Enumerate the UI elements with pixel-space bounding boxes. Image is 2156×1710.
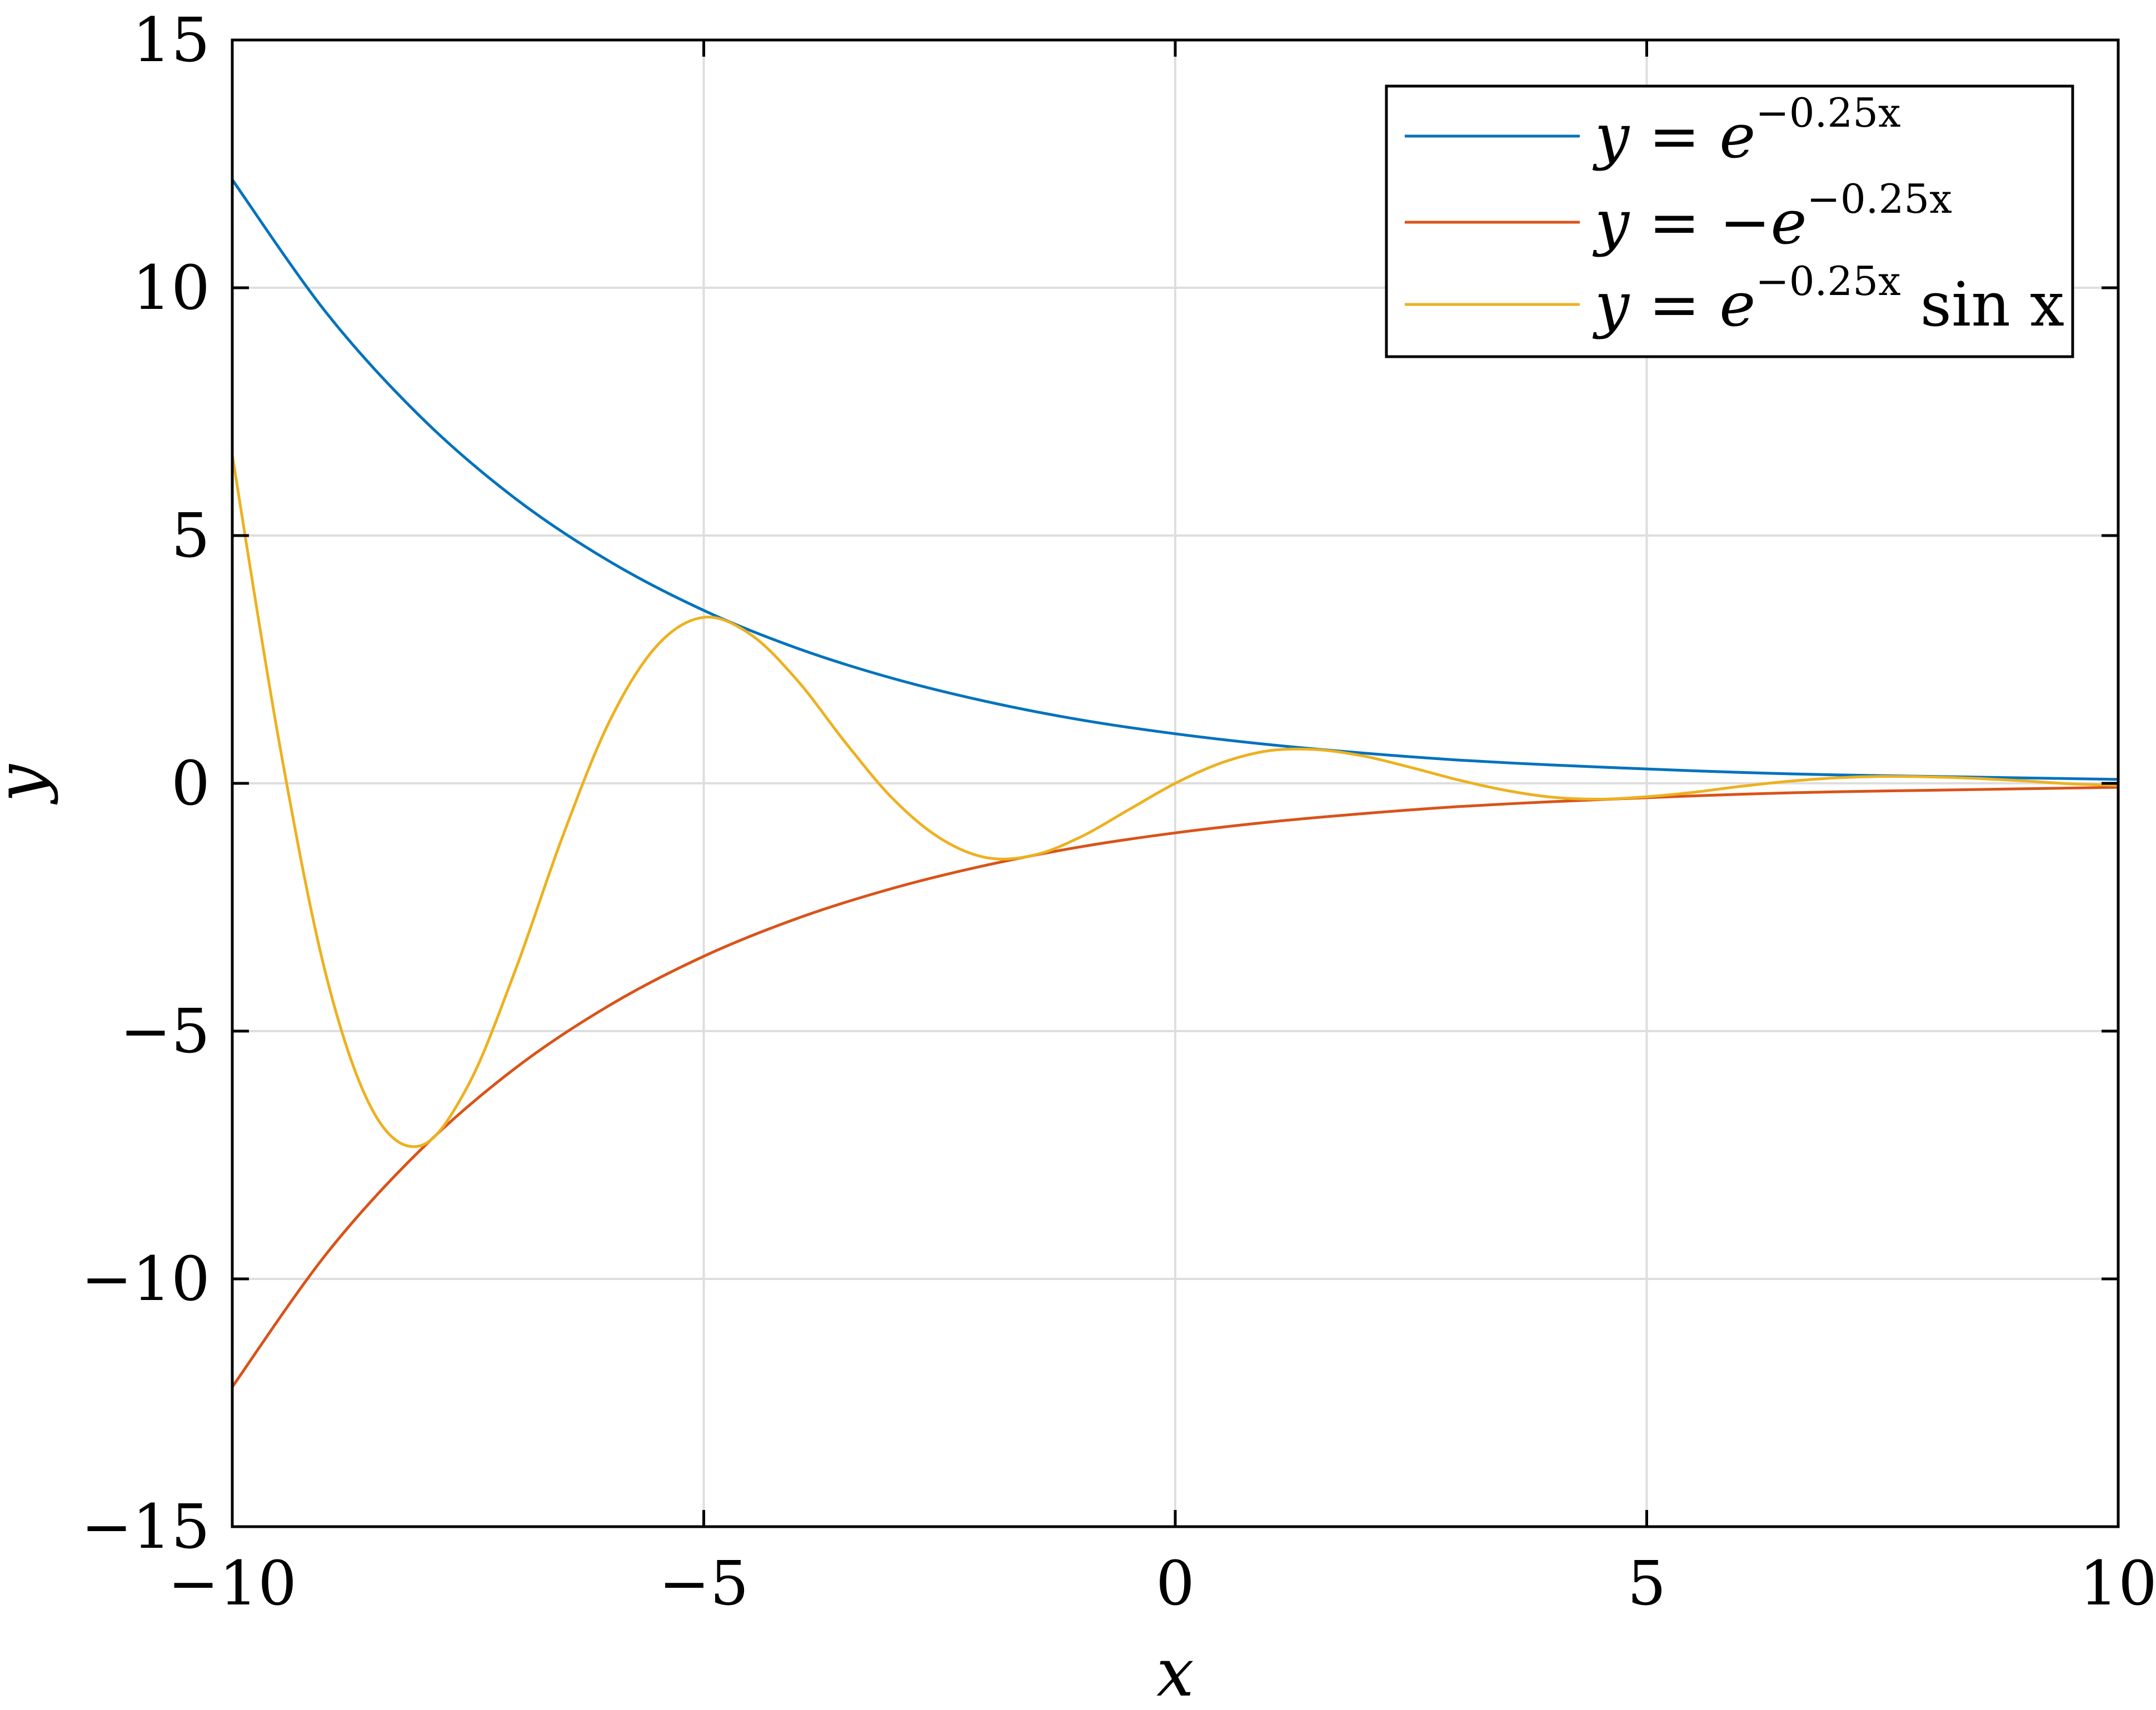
y-tick-label: 5 xyxy=(171,500,210,571)
y-tick-label: 15 xyxy=(132,4,210,76)
legend-label-1: y = e−0.25x xyxy=(1592,89,1901,172)
x-axis-label: x xyxy=(1156,1634,1194,1707)
y-axis-label: y xyxy=(0,763,59,805)
y-tick-label: 0 xyxy=(171,748,210,819)
y-tick-label: −15 xyxy=(81,1491,210,1562)
x-tick-label: 5 xyxy=(1628,1548,1666,1619)
series-line-2 xyxy=(231,786,2119,1388)
x-tick-label: 10 xyxy=(2079,1548,2156,1619)
series-line-3 xyxy=(231,454,2119,1148)
y-tick-label: −5 xyxy=(120,996,210,1067)
x-tick-label: −5 xyxy=(658,1548,748,1619)
series-line-1 xyxy=(231,179,2119,781)
y-tick-label: −10 xyxy=(81,1243,210,1314)
series-lines xyxy=(231,179,2119,1388)
y-tick-label: 10 xyxy=(132,252,210,323)
legend-label-3: y = e−0.25x sin x xyxy=(1592,258,2064,340)
axis-ticks xyxy=(231,38,2120,1528)
x-tick-label: −10 xyxy=(168,1548,297,1619)
legend-label-2: y = −e−0.25x xyxy=(1592,176,1952,258)
x-tick-label: 0 xyxy=(1156,1548,1195,1619)
